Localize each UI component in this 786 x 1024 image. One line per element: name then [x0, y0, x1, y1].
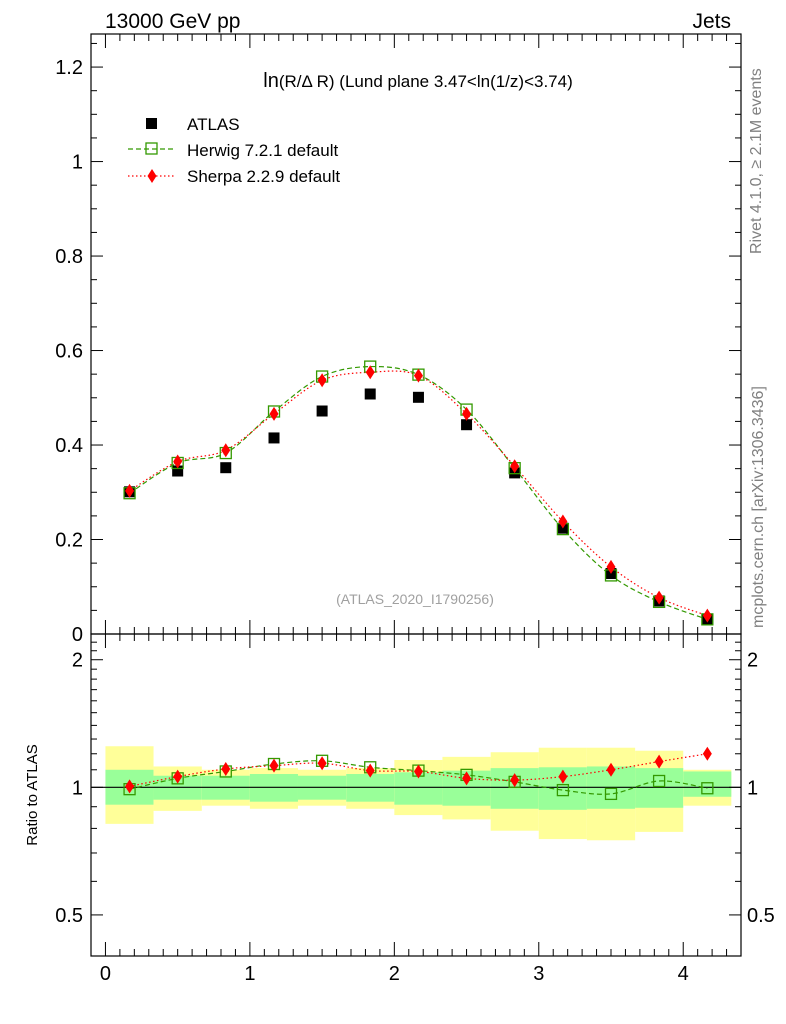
main-curve-box: [129, 365, 708, 620]
ratio-marker-herwig: [604, 787, 618, 801]
main-marker-sherpa: [269, 406, 279, 421]
atlas-data-point: [316, 405, 328, 417]
ratio-xtick-label: 4: [678, 963, 689, 985]
ratio-ylabel: Ratio to ATLAS: [24, 744, 41, 845]
ratio-marker-herwig: [701, 782, 714, 795]
analysis-tag: (ATLAS_2020_I1790256): [336, 591, 494, 607]
ratio-xtick-label: 0: [100, 963, 111, 985]
atlas-data-point: [364, 388, 376, 400]
main-title-paren: (R/Δ R): [279, 72, 335, 91]
main-marker-sherpa: [462, 406, 472, 421]
main-ytick-label: 1.2: [55, 57, 83, 79]
main-marker-layer: [123, 360, 714, 626]
ratio-marker-sherpa: [269, 758, 279, 773]
rivet-label: Rivet 4.1.0, ≥ 2.1M events: [748, 68, 765, 254]
atlas-data-point: [461, 419, 473, 431]
ratio-band-layer: [91, 746, 741, 841]
ratio-ytick-label: 2: [72, 650, 83, 672]
ratio-marker-herwig: [652, 774, 666, 788]
ratio-band-inner: [683, 771, 732, 797]
ratio-ytick-label-right: 0.5: [747, 905, 775, 927]
main-ytick-label: 0.8: [55, 246, 83, 268]
ratio-marker-sherpa: [125, 779, 135, 794]
main-panel: 0 0.2 0.4 0.6 0.8 1 1.2 ln(R/Δ R) (Lund plane …: [55, 33, 742, 646]
main-marker-sherpa: [558, 514, 568, 529]
ratio-marker-herwig: [556, 783, 570, 797]
ratio-marker-sherpa: [173, 769, 183, 784]
ratio-ytick-label-right: 1: [747, 777, 758, 799]
atlas-data-point: [268, 432, 280, 444]
ratio-marker-sherpa: [510, 773, 520, 788]
ratio-panel: 0.5 0.5 1 1 2 2 0 1 2 3 4 Ratio to ATLAS: [24, 633, 775, 985]
ratio-marker-layer: [123, 746, 714, 801]
legend-label-atlas: ATLAS: [187, 115, 240, 134]
main-ytick-label: 0.2: [55, 530, 83, 552]
atlas-data-point: [220, 462, 232, 474]
main-marker-sherpa: [654, 590, 664, 605]
legend-marker-herwig: [145, 142, 158, 155]
main-title: ln(R/Δ R) (Lund plane 3.47<ln(1/z)<3.74): [263, 70, 573, 92]
header-left: 13000 GeV pp: [105, 10, 240, 33]
ratio-tick-layer: 0.5 0.5 1 1 2 2 0 1 2 3 4: [55, 633, 775, 985]
ratio-marker-sherpa: [558, 769, 568, 784]
main-curve-layer: [129, 365, 708, 620]
legend: ATLAS Herwig 7.2.1 default Sherpa 2.2.9 …: [128, 115, 340, 186]
main-ytick-label: 0.6: [55, 341, 83, 363]
ratio-xtick-label: 2: [389, 963, 400, 985]
ratio-frame: [90, 633, 742, 957]
ratio-marker-sherpa: [654, 754, 664, 769]
header-right: Jets: [692, 10, 731, 33]
ratio-ytick-label-right: 2: [747, 650, 758, 672]
main-marker-sherpa: [702, 608, 712, 623]
ratio-marker-sherpa: [702, 746, 712, 761]
ratio-marker-sherpa: [462, 771, 472, 786]
legend-label-sherpa: Sherpa 2.2.9 default: [187, 167, 340, 186]
ratio-marker-sherpa: [221, 761, 231, 776]
ratio-ytick-label: 0.5: [55, 905, 83, 927]
ratio-band-inner: [635, 768, 684, 808]
atlas-data-point: [172, 465, 184, 477]
ratio-marker-sherpa: [606, 762, 616, 777]
main-marker-sherpa: [365, 365, 375, 380]
main-marker-sherpa: [413, 368, 423, 383]
ratio-marker-sherpa: [413, 764, 423, 779]
ratio-marker-sherpa: [317, 756, 327, 771]
main-marker-sherpa: [317, 373, 327, 388]
main-tick-layer: 0 0.2 0.4 0.6 0.8 1 1.2: [55, 34, 742, 646]
main-marker-sherpa: [173, 454, 183, 469]
main-marker-sherpa: [221, 443, 231, 458]
main-marker-sherpa: [125, 483, 135, 498]
main-marker-sherpa: [510, 459, 520, 474]
mcplots-label: mcplots.cern.ch [arXiv:1306.3436]: [750, 386, 767, 628]
legend-label-herwig: Herwig 7.2.1 default: [187, 141, 338, 160]
legend-marker-sherpa: [147, 169, 157, 183]
main-title-rest: (Lund plane 3.47<ln(1/z)<3.74): [335, 72, 573, 91]
ratio-xtick-label: 1: [244, 963, 255, 985]
ratio-marker-sherpa: [365, 763, 375, 778]
main-title-func: ln: [263, 70, 279, 92]
atlas-data-point: [412, 391, 424, 403]
main-ytick-label: 1: [72, 152, 83, 174]
ratio-ytick-label: 1: [72, 777, 83, 799]
main-marker-sherpa: [606, 559, 616, 574]
main-ytick-label: 0.4: [55, 435, 83, 457]
main-ytick-label: 0: [72, 624, 83, 646]
main-curve-diamond: [129, 370, 708, 617]
ratio-xtick-label: 3: [533, 963, 544, 985]
legend-marker-atlas: [146, 118, 157, 129]
